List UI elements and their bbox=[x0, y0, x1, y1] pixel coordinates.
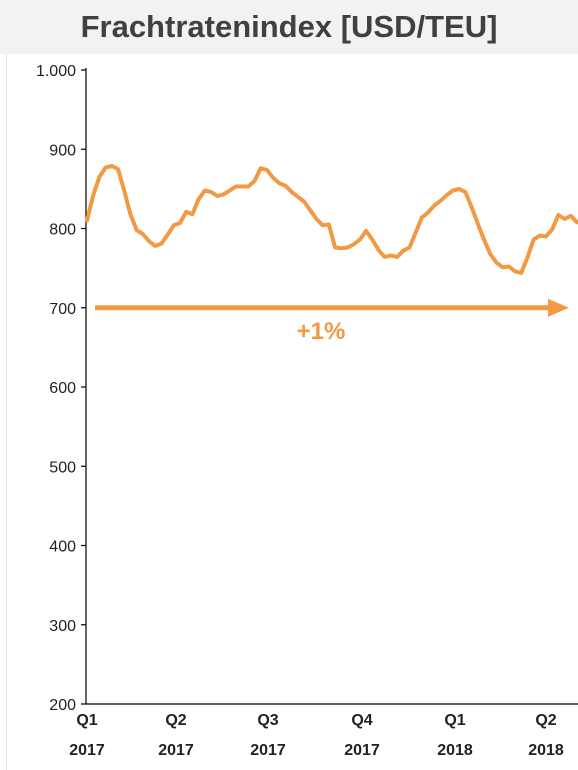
x-tick-label: Q1 bbox=[76, 712, 97, 729]
y-tick-label: 900 bbox=[49, 142, 76, 159]
x-tick-label: Q2 bbox=[165, 712, 186, 729]
y-tick-label: 700 bbox=[49, 301, 76, 318]
x-tick-label: 2017 bbox=[158, 742, 194, 759]
y-tick-label: 500 bbox=[49, 459, 76, 476]
x-tick-label: 2017 bbox=[344, 742, 380, 759]
x-tick-label: 2018 bbox=[437, 742, 473, 759]
chart-title: Frachtratenindex [USD/TEU] bbox=[80, 9, 498, 44]
x-tick-label: 2017 bbox=[250, 742, 286, 759]
left-border-line bbox=[6, 54, 7, 770]
x-tick-label: Q2 bbox=[535, 712, 556, 729]
x-tick-label: Q3 bbox=[257, 712, 278, 729]
x-tick-label: 2018 bbox=[528, 742, 564, 759]
series-line bbox=[85, 163, 578, 275]
y-tick-label: 800 bbox=[49, 222, 76, 239]
y-tick-label: 200 bbox=[49, 697, 76, 714]
y-tick-label: 1.000 bbox=[36, 63, 76, 80]
chart-title-bar: Frachtratenindex [USD/TEU] bbox=[0, 0, 578, 54]
y-tick-label: 400 bbox=[49, 539, 76, 556]
x-tick-label: Q1 bbox=[444, 712, 465, 729]
x-tick-label: Q4 bbox=[351, 712, 372, 729]
y-tick-label: 300 bbox=[49, 618, 76, 635]
x-tick-label: 2017 bbox=[69, 742, 105, 759]
y-tick-label: 600 bbox=[49, 380, 76, 397]
trend-change-label: +1% bbox=[297, 318, 346, 345]
trend-arrow-head bbox=[548, 298, 569, 317]
